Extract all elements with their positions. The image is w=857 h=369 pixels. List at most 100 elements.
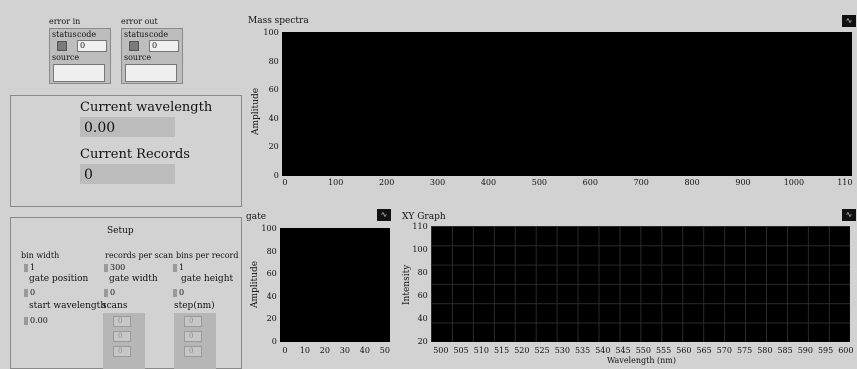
gate-position-control[interactable]: 0 [24, 288, 35, 297]
bin-width-control[interactable]: 1 [24, 263, 35, 272]
x-tick-label: 300 [429, 178, 446, 187]
y-tick-label: 60 [266, 269, 277, 279]
step-element[interactable]: 0 [184, 346, 202, 357]
step-element[interactable]: 0 [184, 316, 202, 327]
x-tick-label: 550 [635, 346, 651, 355]
step-label: step(nm) [174, 301, 215, 311]
x-tick-label: 900 [735, 178, 751, 187]
x-tick-label: 100 [328, 178, 344, 187]
error-out-code-field: 0 [149, 40, 179, 52]
gate-graph-plot[interactable] [280, 228, 390, 342]
x-tick-label: 500 [531, 178, 548, 187]
mass-spectra-ylabel: Amplitude [251, 87, 261, 135]
records-per-scan-control[interactable]: 300 [104, 263, 125, 272]
current-records-indicator: 0 [80, 164, 175, 184]
error-out-status-label: status [124, 30, 149, 39]
bins-per-record-value: 1 [179, 263, 185, 272]
error-in-status-label: status [52, 30, 77, 39]
error-out-code-label: code [149, 30, 169, 39]
start-wavelength-label: start wavelength [29, 301, 107, 311]
error-in-source-field[interactable] [53, 64, 105, 82]
error-out-title: error out [121, 17, 158, 26]
gate-height-value: 0 [179, 288, 185, 297]
gate-width-label: gate width [109, 274, 158, 284]
y-tick-label: 20 [417, 337, 428, 346]
x-tick-label: 0 [282, 178, 288, 187]
x-tick-label: 200 [379, 178, 395, 187]
x-tick-label: 580 [757, 346, 773, 355]
error-in-code-label: code [77, 30, 97, 39]
spinner-icon[interactable] [24, 289, 28, 297]
bins-per-record-label: bins per record [176, 251, 239, 260]
x-tick-label: 555 [655, 346, 672, 355]
error-in-cluster: status code 0 source [49, 28, 111, 84]
x-tick-label: 600 [838, 346, 854, 355]
spinner-icon[interactable] [104, 264, 108, 272]
graph-palette-icon[interactable]: ∿ [842, 15, 856, 27]
x-tick-label: 565 [696, 346, 712, 355]
gate-height-label: gate height [181, 274, 234, 284]
step-element[interactable]: 0 [184, 331, 202, 342]
x-tick-label: 570 [716, 346, 732, 355]
spinner-icon[interactable] [173, 289, 177, 297]
current-panel: Current wavelength 0.00 Current Records … [10, 95, 242, 207]
start-wavelength-value: 0.00 [30, 316, 48, 325]
gate-width-value: 0 [110, 288, 116, 297]
y-tick-label: 20 [266, 314, 277, 324]
records-per-scan-label: records per scan [105, 251, 174, 260]
error-in-status-indicator[interactable] [57, 41, 67, 51]
y-tick-label: 20 [268, 142, 279, 152]
x-tick-label: 575 [736, 346, 753, 355]
spinner-icon[interactable] [24, 264, 28, 272]
y-tick-label: 80 [268, 56, 279, 66]
y-tick-label: 40 [268, 113, 279, 123]
x-tick-label: 540 [595, 346, 611, 355]
y-tick-label: 110 [412, 222, 428, 231]
spinner-icon[interactable] [104, 289, 108, 297]
x-tick-label: 520 [514, 346, 530, 355]
xy-graph-plot[interactable] [431, 226, 850, 342]
start-wavelength-control[interactable]: 0.00 [24, 316, 48, 325]
scans-element[interactable]: 0 [113, 316, 131, 327]
scans-element[interactable]: 0 [113, 346, 131, 357]
x-tick-label: 545 [615, 346, 631, 355]
setup-title: Setup [107, 226, 134, 236]
y-tick-label: 40 [417, 314, 428, 323]
xy-graph-title: XY Graph [402, 212, 446, 222]
gate-graph-title: gate [246, 212, 267, 222]
xy-graph-ylabel: Intensity [402, 264, 412, 305]
y-tick-label: 0 [271, 337, 277, 346]
x-tick-label: 110 [837, 178, 853, 187]
graph-palette-icon[interactable]: ∿ [842, 209, 856, 221]
x-tick-label: 20 [319, 346, 330, 355]
x-tick-label: 40 [359, 346, 370, 355]
bins-per-record-control[interactable]: 1 [173, 263, 184, 272]
x-tick-label: 525 [534, 346, 550, 355]
spinner-icon[interactable] [24, 317, 28, 325]
graph-palette-icon[interactable]: ∿ [377, 209, 391, 221]
y-tick-label: 40 [266, 291, 277, 301]
spinner-icon[interactable] [173, 264, 177, 272]
x-tick-label: 535 [574, 346, 591, 355]
x-tick-label: 515 [493, 346, 510, 355]
scans-element[interactable]: 0 [113, 331, 131, 342]
x-tick-label: 700 [633, 178, 649, 187]
mass-spectra-title: Mass spectra [248, 16, 309, 26]
x-tick-label: 10 [299, 346, 310, 355]
setup-panel: Setup bin width 1 records per scan 300 b… [10, 217, 242, 369]
y-tick-label: 100 [263, 28, 279, 37]
xy-graph-xlabel: Wavelength (nm) [607, 356, 677, 365]
gate-height-control[interactable]: 0 [173, 288, 184, 297]
x-tick-label: 585 [777, 346, 793, 355]
gate-graph-ylabel: Amplitude [250, 260, 260, 308]
current-wavelength-label: Current wavelength [80, 100, 213, 115]
bin-width-value: 1 [30, 263, 36, 272]
y-tick-label: 80 [266, 246, 277, 256]
bin-width-label: bin width [21, 251, 60, 260]
x-tick-label: 50 [379, 346, 390, 355]
x-tick-label: 505 [453, 346, 469, 355]
x-tick-label: 600 [582, 178, 598, 187]
gate-width-control[interactable]: 0 [104, 288, 115, 297]
error-in-code-field[interactable]: 0 [77, 40, 107, 52]
mass-spectra-plot[interactable] [282, 32, 852, 176]
